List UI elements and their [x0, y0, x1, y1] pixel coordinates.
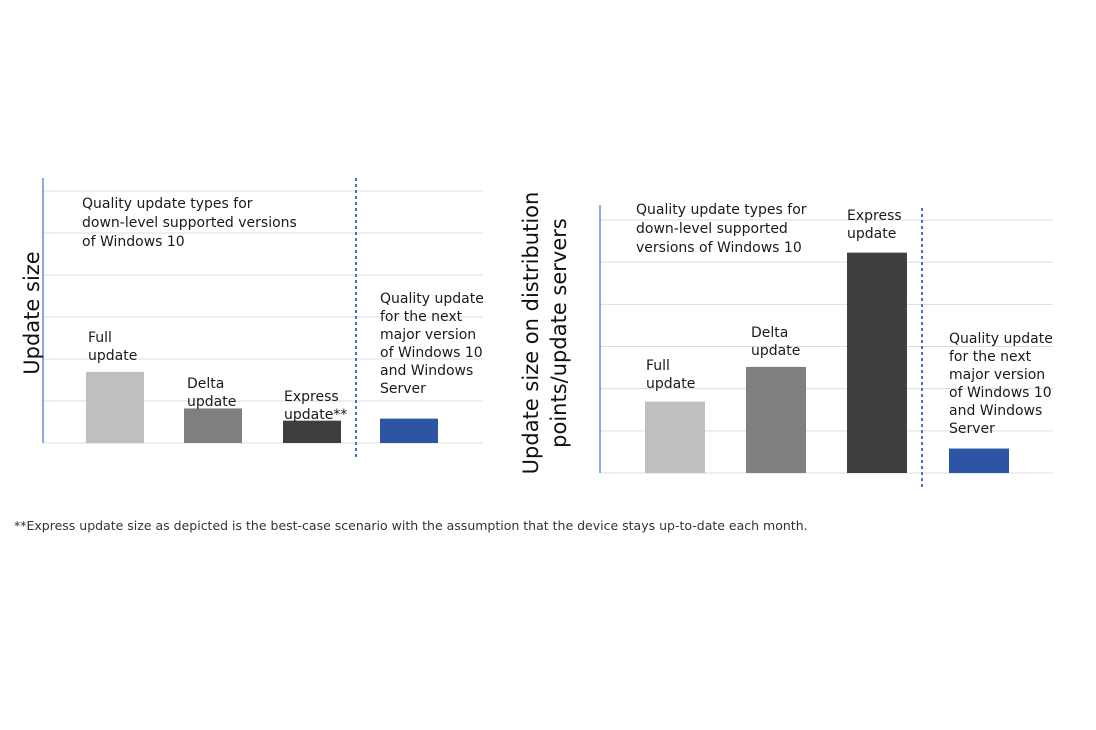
chart2-next-version-bar	[949, 448, 1009, 473]
chart1-category-label: Full update	[88, 330, 137, 364]
chart1-group-label-right: Quality update for the next major version o…	[380, 291, 484, 397]
chart2-group-label-left: Quality update types for down-level suppo…	[636, 202, 807, 256]
chart2-group-label-right: Quality update for the next major version o…	[949, 331, 1053, 437]
footnote: **Express update size as depicted is the…	[14, 518, 808, 533]
chart2-express-update-bar	[847, 252, 907, 473]
chart2-delta-update-bar	[746, 366, 806, 473]
chart1-delta-update-bar	[184, 408, 242, 443]
chart1-full-update-bar	[86, 371, 144, 443]
chart1-next-version-bar	[380, 418, 438, 443]
chart1-group-label-left: Quality update types for down-level suppo…	[82, 196, 297, 250]
chart1-category-label: Delta update	[187, 376, 236, 410]
chart2-category-label: Express update	[847, 208, 902, 242]
chart2-full-update-bar	[645, 401, 705, 473]
chart1-express-update-bar	[283, 420, 341, 443]
chart2-category-label: Full update	[646, 358, 695, 392]
chart1-category-label: Express update**	[284, 389, 347, 423]
chart2-y-axis-title: Update size on distribution points/update…	[519, 192, 571, 475]
chart2-category-label: Delta update	[751, 325, 800, 359]
chart1-y-axis-title: Update size	[20, 251, 44, 374]
